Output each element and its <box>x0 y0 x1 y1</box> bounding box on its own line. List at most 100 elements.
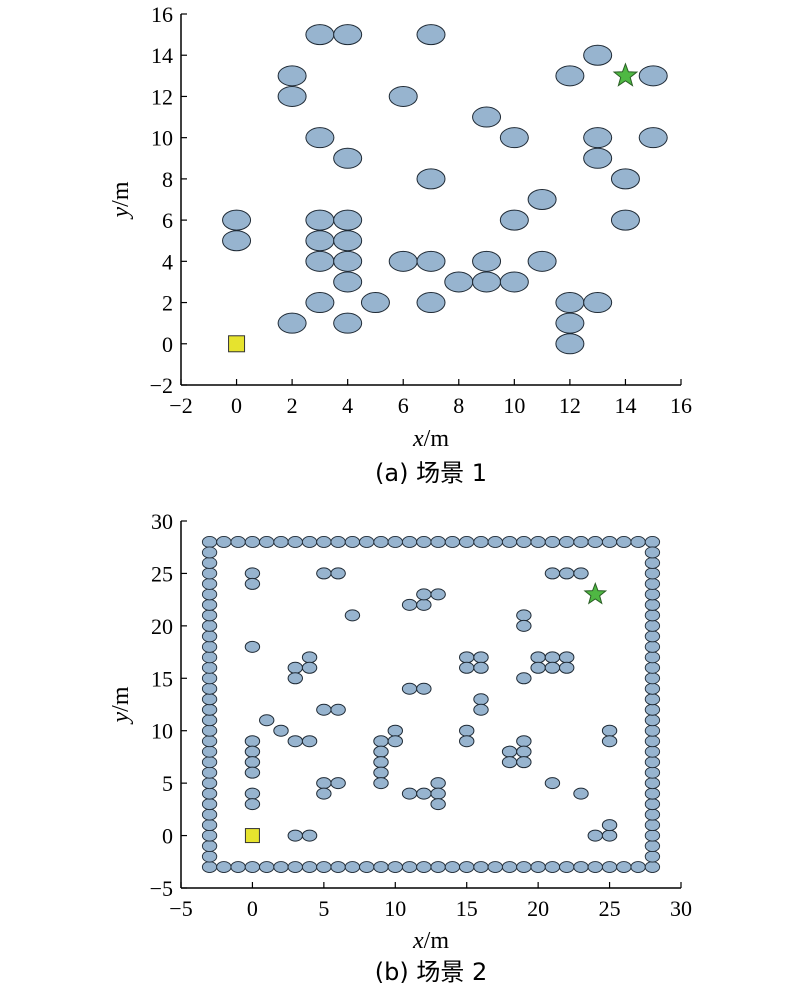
border-obstacle <box>630 861 646 873</box>
goal-marker <box>612 62 639 87</box>
obstacle-marker <box>555 312 585 334</box>
border-obstacle <box>644 861 661 873</box>
x-tick-label: 20 <box>527 896 549 921</box>
border-obstacle <box>344 536 361 548</box>
border-obstacle <box>644 661 661 674</box>
obstacle-marker <box>473 651 489 664</box>
obstacle-marker <box>333 271 363 293</box>
obstacle-marker <box>416 24 446 46</box>
y-tick-label: 12 <box>151 84 173 109</box>
border-obstacle <box>459 861 475 873</box>
border-obstacle <box>201 829 218 842</box>
obstacle-marker <box>638 65 668 87</box>
obstacle-marker <box>473 661 489 674</box>
border-obstacle <box>344 861 361 873</box>
border-obstacle <box>644 640 661 653</box>
border-obstacle <box>473 861 489 873</box>
x-tick-label: 16 <box>670 393 692 418</box>
border-obstacle <box>201 567 218 580</box>
obstacle-marker <box>316 567 332 580</box>
obstacle-marker <box>373 777 389 790</box>
x-axis-label: x/m <box>412 426 449 452</box>
border-obstacle <box>487 861 503 873</box>
border-obstacle <box>644 787 661 800</box>
obstacle-marker <box>583 127 613 149</box>
x-axis-var: x <box>412 426 424 452</box>
border-obstacle <box>373 861 389 873</box>
border-obstacle <box>459 536 475 548</box>
obstacle-marker <box>277 85 307 107</box>
obstacle-marker <box>430 787 446 800</box>
obstacle-marker <box>473 703 489 716</box>
obstacle-marker <box>316 777 332 790</box>
border-obstacle <box>387 536 403 548</box>
border-obstacle <box>401 861 418 873</box>
border-obstacle <box>416 536 432 548</box>
obstacle-marker <box>301 661 318 674</box>
x-tick-label: 30 <box>670 896 692 921</box>
y-tick-label: 5 <box>162 771 173 796</box>
obstacle-marker <box>333 250 363 272</box>
y-axis-var: y <box>108 207 134 220</box>
border-obstacle <box>201 840 218 853</box>
border-obstacle <box>201 787 218 800</box>
y-tick-label: 14 <box>151 43 173 68</box>
border-obstacle <box>259 536 275 548</box>
obstacle-marker <box>601 735 618 748</box>
x-tick-label: 10 <box>503 393 525 418</box>
obstacle-marker <box>416 250 446 272</box>
border-obstacle <box>201 609 218 622</box>
obstacle-marker <box>416 682 432 695</box>
obstacle-marker <box>516 745 532 758</box>
obstacle-marker <box>430 588 446 601</box>
obstacle-marker <box>388 85 418 107</box>
border-obstacle <box>644 735 661 748</box>
border-obstacle <box>430 536 446 548</box>
border-obstacle <box>201 777 218 790</box>
obstacle-marker <box>244 798 261 811</box>
border-obstacle <box>416 861 432 873</box>
obstacle-marker <box>373 735 389 748</box>
border-obstacle <box>544 536 561 548</box>
obstacle-marker <box>573 567 589 580</box>
obstacle-marker <box>387 724 403 737</box>
obstacle-marker <box>244 756 261 769</box>
x-tick-label: 5 <box>318 896 329 921</box>
obstacle-marker <box>330 777 346 790</box>
border-obstacle <box>201 693 218 706</box>
obstacle-marker <box>601 819 618 832</box>
obstacle-marker <box>305 209 335 231</box>
border-obstacle <box>201 766 218 779</box>
y-tick-label: 10 <box>151 719 173 744</box>
obstacle-marker <box>555 333 585 355</box>
obstacle-marker <box>527 189 557 210</box>
obstacle-marker <box>472 250 502 272</box>
obstacle-marker <box>516 609 532 622</box>
border-obstacle <box>201 630 218 643</box>
obstacle-marker <box>301 735 318 748</box>
border-obstacle <box>401 536 418 548</box>
y-tick-label: 2 <box>162 291 173 316</box>
border-obstacle <box>201 588 218 601</box>
border-obstacle <box>387 861 403 873</box>
obstacle-marker <box>501 745 518 758</box>
x-tick-label: 0 <box>247 896 258 921</box>
y-tick-label: 4 <box>162 249 173 274</box>
obstacle-marker <box>273 724 289 737</box>
border-obstacle <box>644 556 661 569</box>
obstacle-marker <box>244 766 261 779</box>
border-obstacle <box>644 850 661 863</box>
x-tick-label: 6 <box>398 393 409 418</box>
start-marker <box>244 828 260 844</box>
border-obstacle <box>644 577 661 590</box>
border-obstacle <box>430 861 446 873</box>
panel-caption: (a) 场景 1 <box>375 459 487 487</box>
obstacle-marker <box>387 735 403 748</box>
border-obstacle <box>330 536 346 548</box>
obstacle-marker <box>416 168 446 190</box>
obstacle-marker <box>638 127 668 149</box>
border-obstacle <box>201 556 218 569</box>
obstacle-marker <box>277 65 307 87</box>
border-obstacle <box>544 861 561 873</box>
obstacle-marker <box>601 724 618 737</box>
